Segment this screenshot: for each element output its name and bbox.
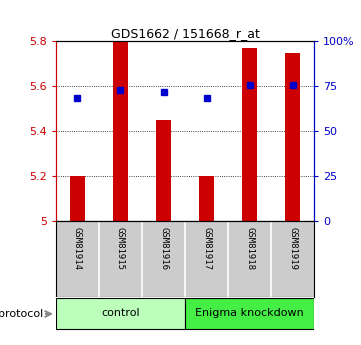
Text: control: control (101, 308, 140, 318)
Text: GSM81919: GSM81919 (288, 227, 297, 270)
Title: GDS1662 / 151668_r_at: GDS1662 / 151668_r_at (110, 27, 260, 40)
Bar (56, 298, 185, 329)
Bar (242, 48, 257, 221)
Text: Enigma knockdown: Enigma knockdown (195, 308, 304, 318)
Bar (70, 176, 85, 221)
Text: protocol: protocol (0, 309, 43, 319)
Bar (285, 52, 300, 221)
Text: GSM81915: GSM81915 (116, 227, 125, 270)
Text: GSM81918: GSM81918 (245, 227, 254, 270)
Bar (113, 41, 128, 221)
Bar (199, 176, 214, 221)
Text: GSM81914: GSM81914 (73, 227, 82, 270)
Text: GSM81917: GSM81917 (202, 227, 211, 270)
Bar (185, 298, 314, 329)
Text: GSM81916: GSM81916 (159, 227, 168, 270)
Bar (156, 120, 171, 221)
